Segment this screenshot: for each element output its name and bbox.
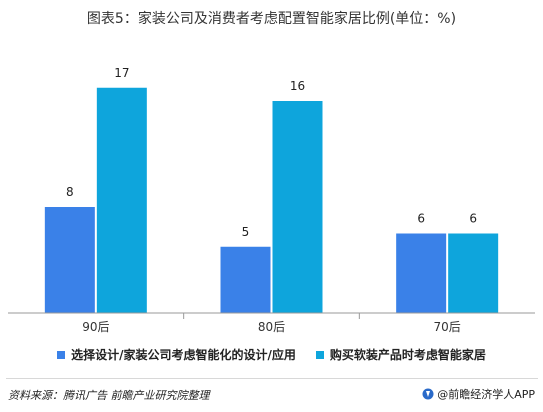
chart-title: 图表5：家装公司及消费者考虑配置智能家居比例(单位：%) [86, 11, 457, 27]
legend-item-series-2: 购买软装产品时考虑智能家居 [315, 346, 486, 363]
bar-70后-series-2 [448, 233, 499, 313]
chart-legend: 选择设计/家装公司考虑智能化的设计/应用 购买软装产品时考虑智能家居 [0, 346, 543, 363]
bar-80后-series-1 [220, 246, 271, 313]
legend-swatch-series-2 [315, 350, 324, 359]
footer-divider [6, 378, 538, 379]
brand-logo-icon [422, 388, 434, 400]
data-label-90后-series-1: 8 [66, 185, 74, 199]
data-label-70后-series-1: 6 [417, 212, 425, 226]
data-label-70后-series-2: 6 [469, 212, 477, 226]
x-tick-label-80后: 80后 [258, 320, 285, 334]
data-label-80后-series-1: 5 [242, 225, 250, 239]
legend-item-series-1: 选择设计/家装公司考虑智能化的设计/应用 [57, 346, 296, 363]
data-label-90后-series-2: 17 [114, 66, 129, 80]
bar-80后-series-2 [272, 101, 323, 313]
x-tick-label-70后: 70后 [434, 320, 461, 334]
x-tick-label-90后: 90后 [82, 320, 109, 334]
legend-label-series-1: 选择设计/家装公司考虑智能化的设计/应用 [71, 348, 296, 362]
bar-90后-series-1 [44, 207, 95, 313]
bar-70后-series-1 [396, 233, 447, 313]
data-label-80后-series-2: 16 [290, 79, 305, 93]
brand-text: @前瞻经济学人APP [437, 388, 535, 401]
brand-credit: @前瞻经济学人APP [422, 386, 535, 402]
legend-label-series-2: 购买软装产品时考虑智能家居 [329, 348, 486, 362]
bar-90后-series-2 [96, 87, 147, 313]
source-note: 资料来源：腾讯广告 前瞻产业研究院整理 [8, 389, 210, 402]
legend-swatch-series-1 [57, 350, 66, 359]
